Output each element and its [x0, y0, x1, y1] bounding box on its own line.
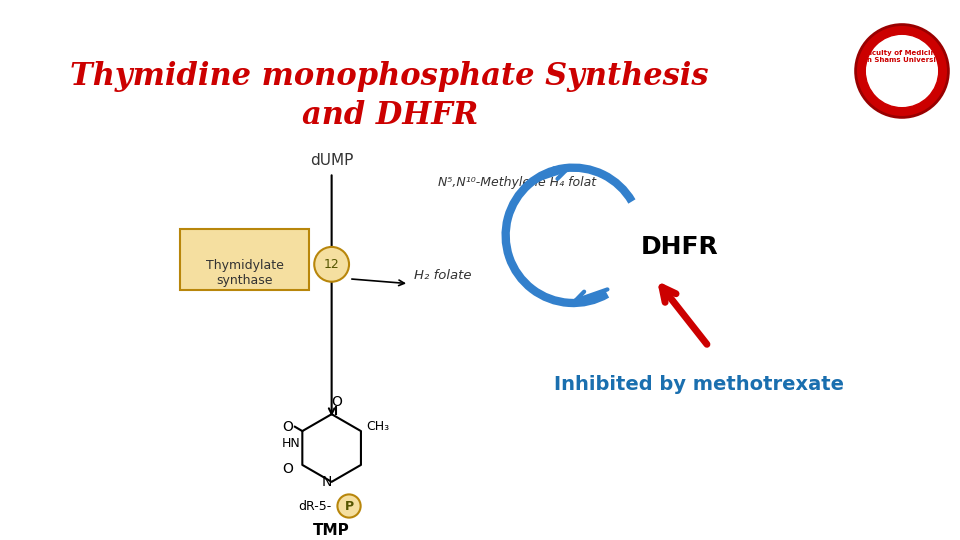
Text: TMP: TMP [313, 523, 350, 538]
Circle shape [855, 25, 948, 117]
Text: O: O [282, 462, 294, 476]
Text: dR-5-: dR-5- [299, 500, 331, 512]
Text: N: N [322, 475, 332, 489]
Text: O: O [331, 395, 342, 409]
Text: HN: HN [281, 437, 300, 450]
Text: CH₃: CH₃ [367, 420, 390, 433]
Text: H₂ folate: H₂ folate [414, 269, 471, 282]
Text: O: O [282, 420, 294, 434]
Text: dUMP: dUMP [310, 153, 353, 168]
Text: Thymidylate
synthase: Thymidylate synthase [205, 260, 283, 287]
Text: DHFR: DHFR [641, 235, 719, 259]
Circle shape [865, 34, 939, 107]
Text: Faculty of Medicine
Ain Shams University: Faculty of Medicine Ain Shams University [859, 50, 945, 63]
Text: 12: 12 [324, 258, 340, 271]
Text: N⁵,N¹⁰-Methylene H₄ folat: N⁵,N¹⁰-Methylene H₄ folat [438, 176, 596, 188]
Text: and DHFR: and DHFR [301, 100, 478, 131]
Circle shape [337, 495, 361, 518]
Text: Thymidine monophosphate Synthesis: Thymidine monophosphate Synthesis [70, 62, 708, 92]
Text: Inhibited by methotrexate: Inhibited by methotrexate [554, 375, 844, 395]
Text: P: P [345, 500, 353, 512]
FancyBboxPatch shape [180, 228, 309, 291]
Circle shape [314, 247, 349, 282]
